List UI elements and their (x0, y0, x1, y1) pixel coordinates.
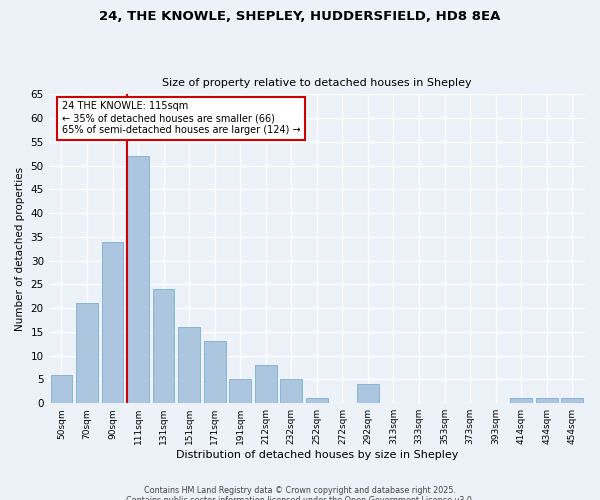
Bar (76, 304, 98, 403)
Title: Size of property relative to detached houses in Shepley: Size of property relative to detached ho… (162, 78, 472, 88)
Text: Contains HM Land Registry data © Crown copyright and database right 2025.: Contains HM Land Registry data © Crown c… (144, 486, 456, 495)
Bar (50, 374, 72, 403)
Text: 24 THE KNOWLE: 115sqm
← 35% of detached houses are smaller (66)
65% of semi-deta: 24 THE KNOWLE: 115sqm ← 35% of detached … (62, 102, 301, 134)
Bar (306, 398, 328, 403)
Bar (101, 242, 124, 403)
Bar (153, 289, 175, 403)
Text: Contains public sector information licensed under the Open Government Licence v3: Contains public sector information licen… (126, 496, 474, 500)
Bar (178, 327, 200, 403)
Y-axis label: Number of detached properties: Number of detached properties (15, 166, 25, 331)
Bar (357, 384, 379, 403)
Bar (536, 398, 557, 403)
Bar (229, 380, 251, 403)
Bar (280, 380, 302, 403)
Text: 24, THE KNOWLE, SHEPLEY, HUDDERSFIELD, HD8 8EA: 24, THE KNOWLE, SHEPLEY, HUDDERSFIELD, H… (100, 10, 500, 23)
Bar (127, 156, 149, 403)
Bar (510, 398, 532, 403)
Bar (204, 342, 226, 403)
X-axis label: Distribution of detached houses by size in Shepley: Distribution of detached houses by size … (176, 450, 458, 460)
Bar (562, 398, 583, 403)
Bar (255, 365, 277, 403)
